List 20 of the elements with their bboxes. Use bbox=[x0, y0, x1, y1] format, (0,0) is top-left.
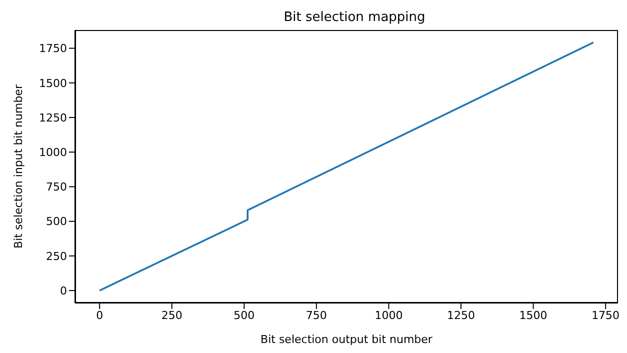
chart-title: Bit selection mapping bbox=[282, 10, 426, 25]
x-tick-label: 0 bbox=[96, 308, 104, 322]
x-tick-label: 1250 bbox=[447, 308, 475, 322]
line-series bbox=[98, 42, 594, 292]
y-tick-label: 500 bbox=[46, 215, 67, 228]
y-tick-label: 750 bbox=[46, 180, 67, 194]
y-tick-label: 1250 bbox=[39, 111, 67, 124]
x-tick-label: 750 bbox=[306, 308, 327, 322]
x-tick-label: 500 bbox=[234, 308, 255, 322]
x-axis-title: Bit selection output bit number bbox=[260, 333, 433, 346]
y-tick-label: 250 bbox=[46, 250, 67, 263]
y-tick-label: 1500 bbox=[39, 76, 67, 90]
y-tick-label: 1750 bbox=[39, 42, 67, 56]
x-tick-label: 1000 bbox=[374, 308, 403, 322]
y-tick-label: 0 bbox=[60, 284, 67, 298]
y-axis-title: Bit selection input bit number bbox=[12, 84, 25, 248]
x-tick-label: 1750 bbox=[592, 308, 620, 322]
x-tick-label: 250 bbox=[161, 308, 182, 322]
x-tick-label: 1500 bbox=[519, 308, 548, 322]
y-tick-label: 1000 bbox=[39, 146, 67, 160]
